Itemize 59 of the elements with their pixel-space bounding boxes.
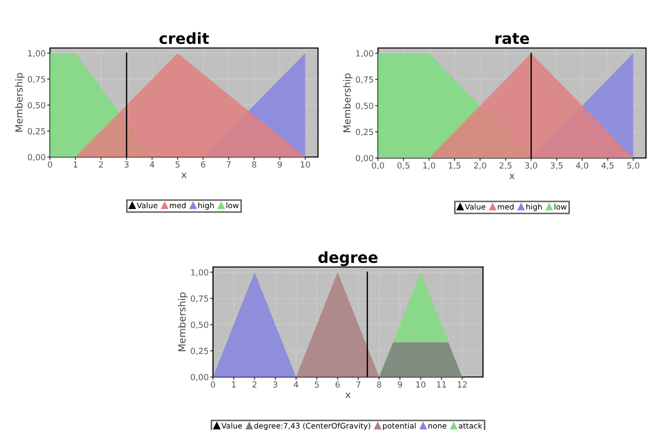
x-tick-label: 3 [124, 161, 129, 168]
x-tick-label: 8 [252, 161, 256, 168]
y-tick-label: 0,50 [28, 102, 46, 110]
x-tick-label: 0,5 [397, 162, 410, 170]
x-tick-label: 2,0 [474, 162, 486, 170]
x-tick-label: 10 [416, 381, 426, 388]
y-tick-label: 0,00 [28, 154, 46, 162]
x-tick-label: 6 [336, 381, 340, 388]
x-tick-label: 4 [294, 381, 298, 388]
y-axis-title: Membership [178, 292, 188, 352]
x-tick-label: 2,5 [500, 162, 512, 170]
x-tick-label: 0 [48, 161, 52, 168]
x-tick-label: 5,0 [627, 162, 640, 170]
y-tick-label: 1,00 [191, 269, 208, 276]
y-tick-label: 0,25 [190, 348, 208, 355]
x-tick-label: 4,0 [576, 162, 588, 170]
x-tick-label: 10 [300, 161, 310, 168]
y-tick-label: 0,25 [28, 128, 46, 136]
x-tick-label: 3 [273, 381, 278, 388]
x-tick-label: 12 [458, 381, 467, 388]
x-axis-title: x [345, 392, 351, 398]
x-tick-label: 1,5 [448, 162, 460, 170]
x-tick-label: 1,0 [423, 162, 436, 170]
x-axis-title: x [181, 172, 187, 178]
y-tick-label: 0,25 [356, 128, 374, 136]
x-tick-label: 11 [437, 381, 446, 388]
chart-title: rate [496, 33, 530, 44]
x-tick-label: 9 [278, 161, 282, 168]
y-tick-label: 0,00 [190, 374, 208, 382]
x-tick-label: 4 [150, 161, 154, 168]
y-axis-title: Membership [343, 73, 352, 132]
y-tick-label: 0,50 [190, 322, 208, 329]
x-tick-label: 8 [377, 381, 382, 388]
y-tick-label: 0,00 [356, 154, 374, 162]
x-tick-label: 6 [201, 161, 206, 168]
chart-title: credit [159, 32, 209, 44]
x-tick-label: 3,5 [550, 162, 563, 170]
y-axis-title: Membership [15, 72, 24, 132]
y-tick-label: 0,75 [28, 76, 46, 84]
y-tick-label: 0,75 [356, 76, 374, 84]
y-tick-label: 0,75 [190, 295, 208, 303]
x-tick-label: 0,0 [372, 162, 384, 170]
x-tick-label: 4,5 [601, 162, 614, 170]
x-tick-label: 7 [226, 161, 231, 168]
x-tick-label: 2 [252, 381, 256, 388]
x-tick-label: 1 [74, 161, 78, 168]
x-tick-label: 9 [398, 381, 402, 388]
y-tick-label: 0,50 [356, 102, 374, 110]
x-tick-label: 2 [99, 161, 103, 168]
x-tick-label: 5 [176, 161, 180, 168]
chart-title: degree [318, 251, 378, 266]
x-tick-label: 7 [356, 381, 360, 388]
x-tick-label: 5 [314, 381, 319, 388]
x-axis-title: x [509, 174, 515, 180]
x-tick-label: 0 [210, 381, 216, 388]
y-tick-label: 1,00 [356, 50, 374, 58]
y-tick-label: 1,00 [28, 50, 46, 58]
x-tick-label: 3,0 [525, 162, 538, 170]
x-tick-label: 1 [232, 381, 236, 388]
